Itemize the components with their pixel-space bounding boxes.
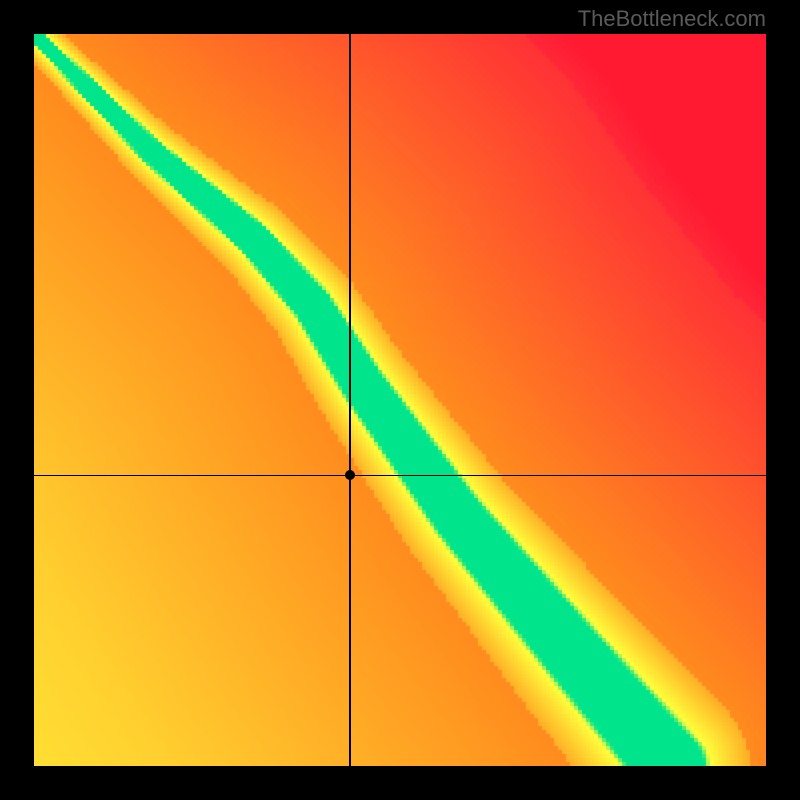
plot-area bbox=[34, 34, 766, 766]
heatmap-canvas bbox=[34, 34, 766, 766]
crosshair-vertical bbox=[349, 34, 351, 766]
crosshair-horizontal bbox=[34, 475, 766, 477]
chart-container: TheBottleneck.com bbox=[0, 0, 800, 800]
watermark-text: TheBottleneck.com bbox=[578, 6, 766, 32]
marker-dot bbox=[345, 470, 355, 480]
